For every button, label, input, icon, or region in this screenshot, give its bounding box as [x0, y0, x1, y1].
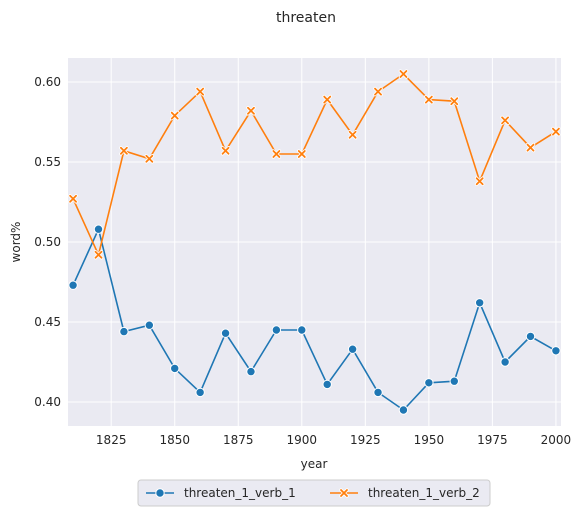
- legend-marker: [156, 489, 164, 497]
- data-point: [426, 97, 432, 103]
- y-axis: 0.40 0.45 0.50 0.55 0.60: [34, 75, 61, 409]
- x-axis-label: year: [301, 457, 328, 471]
- data-point: [145, 321, 153, 329]
- data-point: [400, 71, 406, 77]
- legend: threaten_1_verb_1 threaten_1_verb_2: [138, 480, 490, 506]
- data-point: [375, 89, 381, 95]
- y-tick-label: 0.55: [34, 155, 61, 169]
- data-point: [450, 377, 458, 385]
- data-point: [323, 380, 331, 388]
- legend-marker: [341, 490, 347, 496]
- y-axis-label: word%: [9, 222, 23, 263]
- data-point: [526, 332, 534, 340]
- x-tick-label: 2000: [541, 433, 572, 447]
- data-point: [451, 98, 457, 104]
- data-point: [273, 151, 279, 157]
- data-point: [502, 117, 508, 123]
- data-point: [171, 364, 179, 372]
- data-point: [374, 388, 382, 396]
- data-point: [477, 178, 483, 184]
- data-point: [197, 89, 203, 95]
- data-point: [350, 132, 356, 138]
- data-point: [425, 379, 433, 387]
- data-point: [298, 326, 306, 334]
- data-point: [348, 345, 356, 353]
- x-tick-label: 1950: [414, 433, 445, 447]
- data-point: [221, 329, 229, 337]
- x-tick-label: 1900: [287, 433, 318, 447]
- legend-label: threaten_1_verb_1: [184, 486, 296, 500]
- chart-title: threaten: [276, 10, 336, 26]
- x-tick-label: 1825: [96, 433, 127, 447]
- x-tick-label: 1875: [223, 433, 254, 447]
- data-point: [248, 108, 254, 114]
- y-tick-label: 0.40: [34, 395, 61, 409]
- data-point: [94, 225, 102, 233]
- y-tick-label: 0.50: [34, 235, 61, 249]
- data-point: [196, 388, 204, 396]
- data-point: [172, 113, 178, 119]
- data-point: [553, 129, 559, 135]
- legend-label: threaten_1_verb_2: [368, 486, 480, 500]
- data-point: [223, 148, 229, 154]
- data-point: [299, 151, 305, 157]
- data-point: [247, 367, 255, 375]
- y-tick-label: 0.45: [34, 315, 61, 329]
- x-tick-label: 1850: [159, 433, 190, 447]
- data-point: [528, 145, 534, 151]
- x-axis: 1825 1850 1875 1900 1925 1950 1975 2000: [96, 433, 571, 447]
- data-point: [69, 281, 77, 289]
- data-point: [552, 347, 560, 355]
- data-point: [70, 196, 76, 202]
- data-point: [121, 148, 127, 154]
- data-point: [120, 327, 128, 335]
- data-point: [399, 406, 407, 414]
- data-point: [146, 156, 152, 162]
- x-tick-label: 1975: [477, 433, 508, 447]
- data-point: [501, 358, 509, 366]
- data-point: [95, 252, 101, 258]
- x-tick-label: 1925: [350, 433, 381, 447]
- data-point: [475, 299, 483, 307]
- data-point: [272, 326, 280, 334]
- data-point: [324, 97, 330, 103]
- y-tick-label: 0.60: [34, 75, 61, 89]
